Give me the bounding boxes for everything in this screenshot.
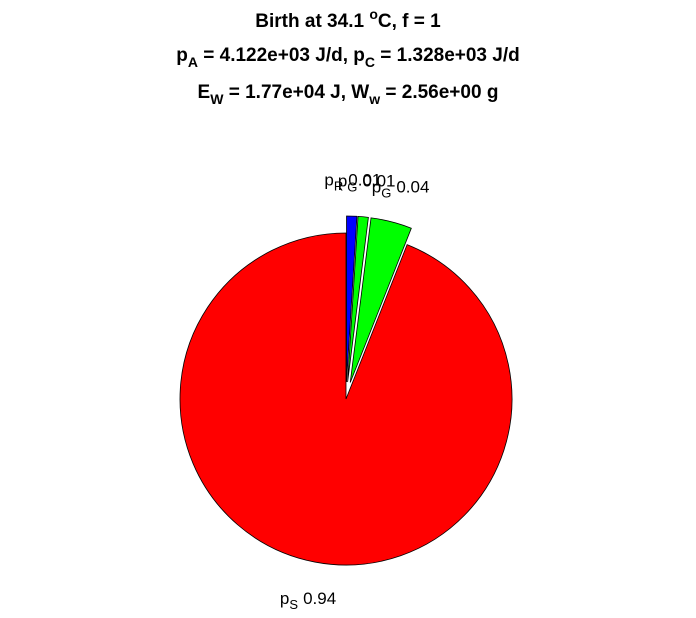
pie-slice: [349, 217, 412, 383]
slice-name: p: [324, 171, 333, 190]
slice-value: 0.04: [396, 177, 429, 196]
pie-slice: [179, 232, 513, 566]
title-run: Birth at 34.1: [255, 11, 369, 32]
slice-name: p: [372, 177, 381, 196]
slice-value: 0.94: [303, 589, 336, 608]
title-run: E: [198, 82, 211, 103]
slice-label: pG 0.04: [372, 177, 430, 200]
title-run: p: [176, 45, 188, 66]
slice-name: p: [280, 589, 289, 608]
slice-value: 0.01: [362, 171, 395, 190]
slice-label: pG 0.01: [338, 171, 396, 194]
slice-name: p: [338, 171, 347, 190]
slice-subscript: S: [289, 596, 298, 611]
chart-title: Birth at 34.1 oC, f = 1: [255, 6, 441, 32]
title-run: w: [368, 91, 380, 107]
title-run: = 2.56e+00 g: [380, 82, 498, 103]
title-run: C, f = 1: [378, 11, 441, 32]
slice-label: pS 0.94: [280, 589, 336, 612]
title-run: = 1.328e+03 J/d: [375, 45, 520, 66]
title-run: = 1.77e+04 J, W: [223, 82, 369, 103]
slice-subscript: G: [381, 185, 391, 200]
pie-slice: [347, 215, 369, 383]
title-run: W: [210, 91, 224, 107]
title-run: o: [369, 6, 378, 22]
title-run: A: [188, 54, 198, 70]
pie-slice: [346, 215, 358, 383]
slice-subscript: R: [334, 178, 343, 193]
slice-subscript: G: [347, 179, 357, 194]
chart-title: pA = 4.122e+03 J/d, pC = 1.328e+03 J/d: [176, 45, 519, 70]
chart-title: EW = 1.77e+04 J, Ww = 2.56e+00 g: [198, 82, 499, 107]
slice-label: pR 0.01: [324, 171, 381, 194]
title-run: = 4.122e+03 J/d, p: [198, 45, 365, 66]
title-run: C: [365, 54, 375, 70]
slice-value: 0.01: [348, 171, 381, 190]
